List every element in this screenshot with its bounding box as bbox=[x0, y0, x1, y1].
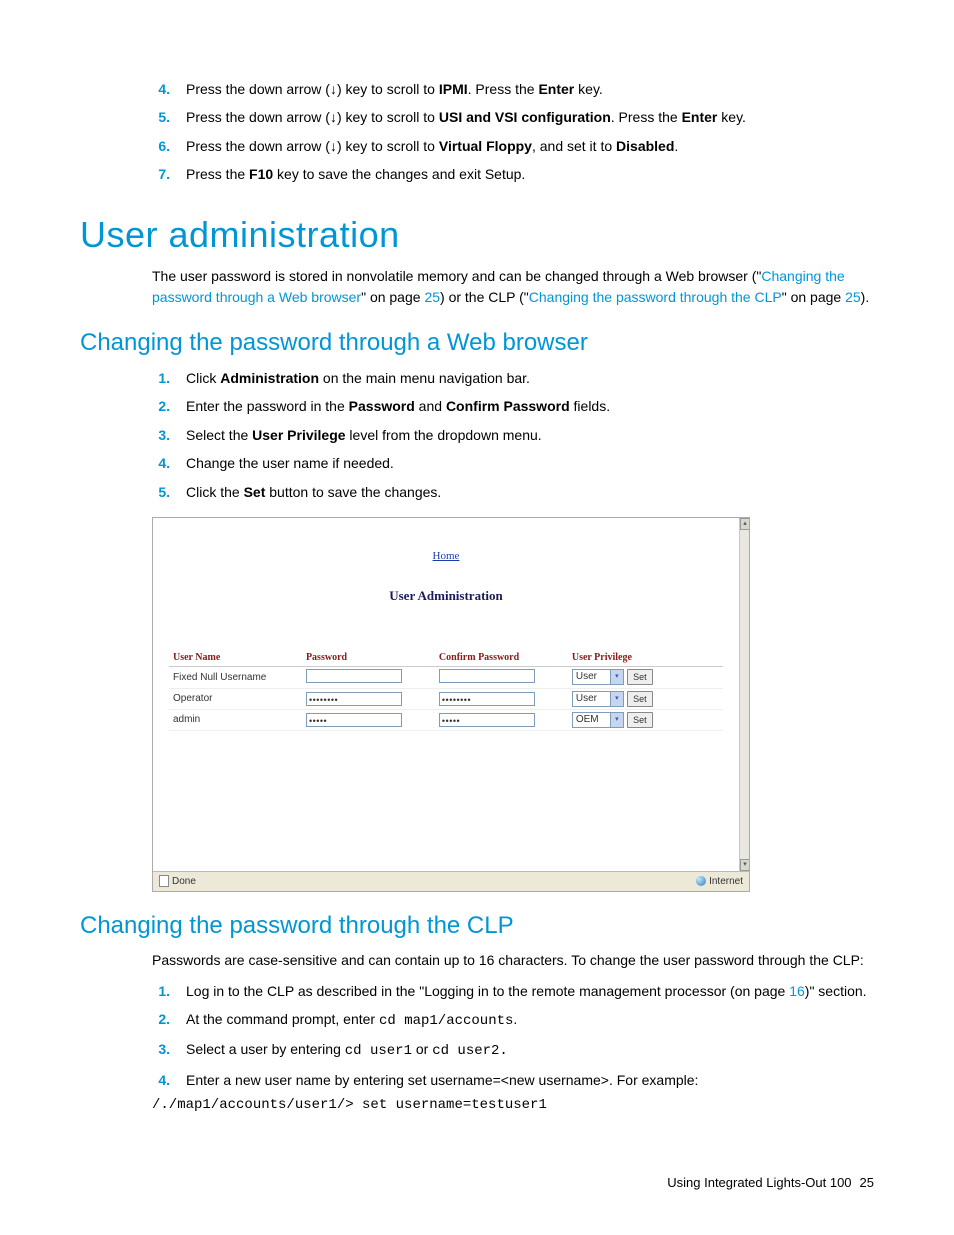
confirm-password-input[interactable] bbox=[439, 669, 535, 683]
password-input[interactable]: ••••• bbox=[306, 713, 402, 727]
list-item: 2. Enter the password in the Password and… bbox=[152, 395, 874, 417]
user-admin-table: User NamePasswordConfirm PasswordUser Pr… bbox=[169, 646, 723, 731]
list-item: 3. Select a user by entering cd user1 or … bbox=[152, 1038, 874, 1062]
list-item: 4. Enter a new user name by entering set … bbox=[152, 1069, 874, 1091]
column-header: User Privilege bbox=[568, 646, 723, 667]
h2-clp: Changing the password through the CLP bbox=[80, 912, 874, 940]
list-item: 5. Click the Set button to save the chang… bbox=[152, 481, 874, 503]
step-number: 1. bbox=[152, 980, 170, 1002]
step-text: Enter the password in the Password and C… bbox=[186, 395, 874, 417]
table-row: Fixed Null Username User▾Set bbox=[169, 666, 723, 688]
set-button[interactable]: Set bbox=[627, 712, 653, 728]
scroll-down-icon[interactable]: ▾ bbox=[740, 859, 750, 871]
list-item: 3. Select the User Privilege level from t… bbox=[152, 424, 874, 446]
step-text: Log in to the CLP as described in the "L… bbox=[186, 980, 874, 1002]
step-text: Change the user name if needed. bbox=[186, 452, 874, 474]
step-text: Press the F10 key to save the changes an… bbox=[186, 163, 874, 185]
table-row: admin ••••• ••••• OEM▾Set bbox=[169, 709, 723, 730]
h2-web-browser: Changing the password through a Web brow… bbox=[80, 329, 874, 357]
confirm-password-input[interactable]: ••••• bbox=[439, 713, 535, 727]
step-text: Enter a new user name by entering set us… bbox=[186, 1069, 874, 1091]
step-text: Press the down arrow (↓) key to scroll t… bbox=[186, 78, 874, 100]
column-header: Password bbox=[302, 646, 435, 667]
step-text: Click Administration on the main menu na… bbox=[186, 367, 874, 389]
step-number: 2. bbox=[152, 1008, 170, 1032]
step-number: 3. bbox=[152, 1038, 170, 1062]
step-number: 1. bbox=[152, 367, 170, 389]
step-text: At the command prompt, enter cd map1/acc… bbox=[186, 1008, 874, 1032]
privilege-select[interactable]: User▾ bbox=[572, 669, 624, 685]
chevron-down-icon[interactable]: ▾ bbox=[610, 713, 623, 727]
step-text: Select the User Privilege level from the… bbox=[186, 424, 874, 446]
step-text: Press the down arrow (↓) key to scroll t… bbox=[186, 106, 874, 128]
table-row: Operator •••••••• •••••••• User▾Set bbox=[169, 688, 723, 709]
privilege-select[interactable]: OEM▾ bbox=[572, 712, 624, 728]
step-text: Press the down arrow (↓) key to scroll t… bbox=[186, 135, 874, 157]
page-icon bbox=[159, 875, 169, 887]
column-header: Confirm Password bbox=[435, 646, 568, 667]
page-ref[interactable]: 25 bbox=[424, 289, 440, 305]
step-text: Select a user by entering cd user1 or cd… bbox=[186, 1038, 874, 1062]
list-item: 7. Press the F10 key to save the changes … bbox=[152, 163, 874, 185]
step-number: 5. bbox=[152, 106, 170, 128]
list-item: 2. At the command prompt, enter cd map1/a… bbox=[152, 1008, 874, 1032]
column-header: User Name bbox=[169, 646, 302, 667]
username-cell: Operator bbox=[169, 688, 302, 709]
set-button[interactable]: Set bbox=[627, 669, 653, 685]
step-number: 3. bbox=[152, 424, 170, 446]
top-steps-list: 4. Press the down arrow (↓) key to scroll… bbox=[152, 78, 874, 186]
clp-codeblock: /./map1/accounts/user1/> set username=te… bbox=[152, 1097, 874, 1113]
password-input[interactable] bbox=[306, 669, 402, 683]
user-admin-screenshot: Home User Administration User NamePasswo… bbox=[152, 517, 750, 892]
clp-intro: Passwords are case-sensitive and can con… bbox=[152, 950, 874, 972]
chevron-down-icon[interactable]: ▾ bbox=[610, 692, 623, 706]
username-cell: admin bbox=[169, 709, 302, 730]
intro-paragraph: The user password is stored in nonvolati… bbox=[152, 266, 874, 309]
link-clp[interactable]: Changing the password through the CLP bbox=[529, 289, 782, 305]
scrollbar[interactable]: ▴ ▾ bbox=[739, 518, 749, 871]
list-item: 1. Click Administration on the main menu … bbox=[152, 367, 874, 389]
list-item: 4. Press the down arrow (↓) key to scroll… bbox=[152, 78, 874, 100]
status-done: Done bbox=[172, 876, 196, 887]
confirm-password-input[interactable]: •••••••• bbox=[439, 692, 535, 706]
home-link[interactable]: Home bbox=[153, 550, 739, 562]
status-internet: Internet bbox=[709, 876, 743, 887]
globe-icon bbox=[696, 876, 706, 886]
list-item: 6. Press the down arrow (↓) key to scroll… bbox=[152, 135, 874, 157]
list-item: 1. Log in to the CLP as described in the … bbox=[152, 980, 874, 1002]
h1-user-administration: User administration bbox=[80, 214, 874, 256]
privilege-select[interactable]: User▾ bbox=[572, 691, 624, 707]
scroll-up-icon[interactable]: ▴ bbox=[740, 518, 750, 530]
list-item: 4. Change the user name if needed. bbox=[152, 452, 874, 474]
step-number: 6. bbox=[152, 135, 170, 157]
step-text: Click the Set button to save the changes… bbox=[186, 481, 874, 503]
web-steps-list: 1. Click Administration on the main menu … bbox=[152, 367, 874, 503]
status-bar: Done Internet bbox=[153, 871, 749, 891]
screenshot-title: User Administration bbox=[153, 588, 739, 604]
clp-steps-list: 1. Log in to the CLP as described in the … bbox=[152, 980, 874, 1092]
step-number: 7. bbox=[152, 163, 170, 185]
page-footer: Using Integrated Lights-Out 10025 bbox=[667, 1175, 874, 1190]
username-cell: Fixed Null Username bbox=[169, 666, 302, 688]
step-number: 4. bbox=[152, 78, 170, 100]
step-number: 4. bbox=[152, 1069, 170, 1091]
password-input[interactable]: •••••••• bbox=[306, 692, 402, 706]
step-number: 2. bbox=[152, 395, 170, 417]
set-button[interactable]: Set bbox=[627, 691, 653, 707]
page-ref[interactable]: 25 bbox=[845, 289, 861, 305]
step-number: 4. bbox=[152, 452, 170, 474]
list-item: 5. Press the down arrow (↓) key to scroll… bbox=[152, 106, 874, 128]
step-number: 5. bbox=[152, 481, 170, 503]
chevron-down-icon[interactable]: ▾ bbox=[610, 670, 623, 684]
